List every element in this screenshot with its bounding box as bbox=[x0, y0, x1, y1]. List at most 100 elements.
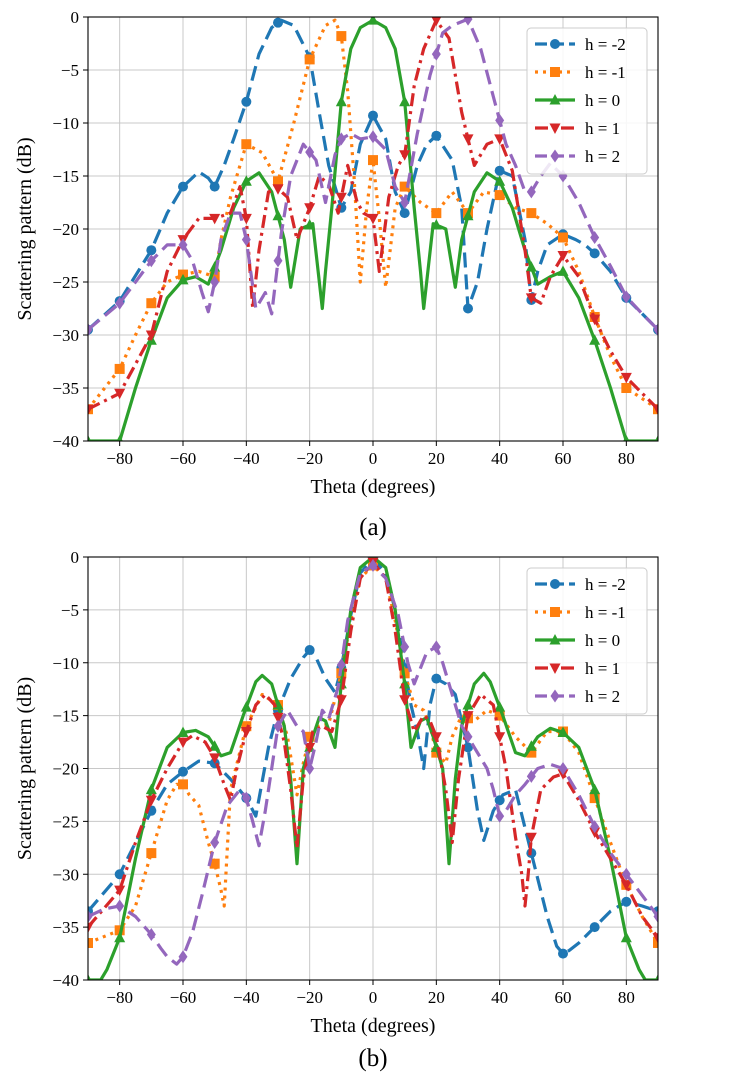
x-tick-label: 40 bbox=[491, 988, 508, 1007]
legend-box bbox=[526, 567, 648, 715]
data-point-h1 bbox=[430, 732, 442, 743]
data-point-h1 bbox=[462, 711, 474, 722]
legend-label-h-1: h = -1 bbox=[585, 603, 626, 622]
data-point-h-1 bbox=[653, 937, 658, 948]
series-group bbox=[88, 17, 658, 441]
data-point-h-2 bbox=[178, 181, 188, 192]
series-line-h-2 bbox=[88, 18, 658, 331]
data-point-h2 bbox=[178, 238, 188, 252]
x-tick-label: −60 bbox=[170, 988, 197, 1007]
legend-label-h-1: h = -1 bbox=[585, 63, 626, 82]
data-point-h2 bbox=[241, 791, 251, 805]
data-point-h-1 bbox=[494, 710, 505, 721]
data-point-h1 bbox=[335, 695, 347, 706]
data-point-h-1 bbox=[304, 54, 315, 65]
data-point-h0 bbox=[525, 261, 537, 272]
data-point-h2 bbox=[495, 113, 505, 127]
data-point-h0 bbox=[114, 931, 126, 943]
data-point-h1 bbox=[304, 203, 316, 214]
legend-label-h0: h = 0 bbox=[585, 91, 620, 110]
data-point-h0 bbox=[589, 334, 601, 345]
data-point-h1 bbox=[367, 213, 379, 225]
x-tick-label: −40 bbox=[233, 449, 260, 468]
legend-label-h1: h = 1 bbox=[585, 119, 620, 138]
y-tick-label: −10 bbox=[52, 654, 79, 673]
data-point-h0 bbox=[525, 740, 537, 751]
legend-label-h2: h = 2 bbox=[585, 147, 620, 166]
data-point-h2 bbox=[495, 809, 505, 823]
y-tick-label: −25 bbox=[52, 273, 79, 292]
data-point-h0 bbox=[272, 209, 284, 221]
data-point-h-1 bbox=[494, 190, 505, 201]
data-point-h-1 bbox=[336, 31, 347, 42]
data-point-h2 bbox=[88, 910, 93, 924]
data-point-h0 bbox=[462, 209, 474, 221]
data-point-h2 bbox=[88, 323, 93, 337]
data-point-h-1 bbox=[304, 731, 315, 742]
data-point-h-2 bbox=[431, 130, 442, 141]
y-tick-label: −20 bbox=[52, 220, 79, 239]
series-line-h2 bbox=[88, 563, 658, 966]
data-point-h0 bbox=[240, 701, 252, 712]
y-tick-label: −5 bbox=[61, 601, 79, 620]
data-point-h1 bbox=[652, 933, 658, 944]
data-point-h1 bbox=[88, 922, 94, 934]
x-tick-label: 0 bbox=[369, 449, 378, 468]
data-point-h-2 bbox=[178, 766, 188, 777]
data-point-h2 bbox=[210, 836, 220, 850]
data-point-h2 bbox=[431, 47, 441, 61]
data-point-h1 bbox=[335, 192, 347, 204]
legend-marker-h0 bbox=[549, 94, 561, 105]
x-axis-label: Theta (degrees) bbox=[311, 1015, 436, 1037]
data-point-h-2 bbox=[399, 208, 410, 219]
legend-marker-h1 bbox=[549, 663, 561, 674]
chart-panel-b: −80 −60 −40 −20 0 20 40 60 80 0 −5 −10 −15 −20 −25 −30 −… bbox=[14, 548, 659, 1072]
data-point-h1 bbox=[272, 712, 284, 724]
data-point-h0 bbox=[177, 273, 189, 285]
panel-caption: (b) bbox=[358, 1045, 387, 1072]
data-point-h1 bbox=[652, 404, 658, 416]
data-point-h-1 bbox=[241, 721, 252, 732]
data-point-h1 bbox=[494, 134, 506, 145]
data-point-h1 bbox=[462, 134, 474, 145]
x-tick-label: 80 bbox=[618, 988, 635, 1007]
data-point-h0 bbox=[654, 974, 658, 980]
data-point-h1 bbox=[209, 213, 221, 225]
x-tick-label: −60 bbox=[170, 449, 197, 468]
x-tick-label: 0 bbox=[369, 988, 378, 1007]
x-tick-label: −40 bbox=[233, 988, 260, 1007]
data-point-h-1 bbox=[114, 363, 125, 374]
x-axis-label: Theta (degrees) bbox=[311, 476, 436, 498]
data-point-h1 bbox=[525, 293, 537, 304]
data-point-h2 bbox=[115, 296, 125, 310]
series-line-h0 bbox=[88, 18, 658, 441]
x-tick-label: 80 bbox=[618, 449, 635, 468]
data-point-h2 bbox=[273, 254, 283, 268]
data-point-h2 bbox=[558, 762, 568, 775]
legend-label-h0: h = 0 bbox=[585, 631, 620, 650]
data-point-h-1 bbox=[589, 793, 600, 804]
data-point-h2 bbox=[621, 290, 631, 304]
data-point-h-1 bbox=[431, 208, 442, 219]
data-point-h2 bbox=[336, 132, 346, 146]
y-tick-label: −30 bbox=[52, 326, 79, 345]
data-point-h2 bbox=[115, 899, 125, 913]
data-point-h-2 bbox=[209, 181, 220, 192]
data-point-h0 bbox=[367, 17, 379, 25]
data-point-h2 bbox=[621, 867, 631, 881]
data-point-h2 bbox=[241, 233, 251, 247]
data-point-h1 bbox=[114, 388, 126, 400]
data-point-h0 bbox=[557, 726, 569, 738]
data-point-h-2 bbox=[146, 245, 157, 256]
data-point-h-1 bbox=[558, 232, 568, 243]
data-point-h-1 bbox=[399, 181, 410, 192]
data-point-h0 bbox=[177, 726, 189, 738]
data-point-h-1 bbox=[146, 298, 157, 309]
data-point-h2 bbox=[590, 820, 600, 834]
legend-marker-h2 bbox=[550, 689, 560, 703]
legend-label-h-2: h = -2 bbox=[585, 35, 626, 54]
data-point-h2 bbox=[463, 17, 473, 26]
x-tick-label: 20 bbox=[428, 988, 445, 1007]
data-point-h0 bbox=[557, 265, 569, 276]
y-tick-label: −30 bbox=[52, 865, 79, 884]
